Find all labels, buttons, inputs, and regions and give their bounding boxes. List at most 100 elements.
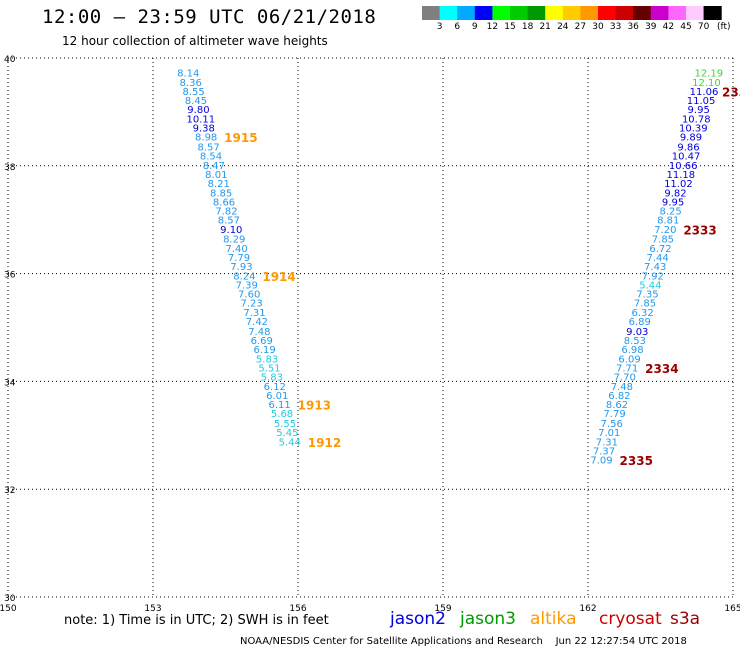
wave-height-label: 7.40	[225, 244, 247, 255]
wave-height-label: 8.24	[233, 271, 255, 282]
wave-height-label: 8.81	[657, 216, 679, 227]
colorbar-label: 12	[486, 22, 499, 32]
time-label: 1913	[298, 399, 331, 413]
time-label: 233	[722, 85, 740, 99]
colorbar-swatch	[562, 6, 581, 20]
wave-height-label: 7.39	[236, 280, 258, 291]
colorbar-swatch	[457, 6, 476, 20]
colorbar-label: 33	[609, 22, 622, 32]
wave-height-label: 6.72	[649, 244, 671, 255]
wave-height-label: 10.66	[669, 161, 698, 172]
colorbar-label: 45	[680, 22, 692, 32]
wave-height-label: 6.09	[618, 354, 640, 365]
colorbar-swatch	[545, 6, 564, 20]
time-label: 2333	[683, 223, 716, 237]
wave-height-label: 7.01	[598, 428, 620, 439]
wave-height-label: 7.48	[611, 382, 633, 393]
colorbar-swatch	[633, 6, 652, 20]
footer-credit: NOAA/NESDIS Center for Satellite Applica…	[240, 636, 687, 647]
wave-height-label: 7.85	[634, 299, 656, 310]
wave-height-label: 7.44	[646, 253, 668, 264]
wave-height-label: 5.44	[639, 280, 661, 291]
wave-height-label: 10.39	[679, 124, 708, 135]
wave-height-label: 5.45	[276, 428, 298, 439]
colorbar-swatch	[492, 6, 511, 20]
colorbar-swatch	[686, 6, 705, 20]
wave-height-label: 9.89	[680, 133, 702, 144]
wave-height-label: 8.25	[660, 207, 682, 218]
colorbar-label: 30	[592, 22, 604, 32]
colorbar-swatch	[527, 6, 546, 20]
wave-height-label: 7.48	[248, 327, 270, 338]
wave-height-label: 6.11	[269, 400, 291, 411]
wave-height-label: 9.82	[664, 188, 686, 199]
wave-height-label: 8.14	[177, 69, 199, 80]
colorbar-label: 36	[627, 22, 639, 32]
wave-height-label: 8.36	[180, 78, 202, 89]
colorbar-swatch	[650, 6, 669, 20]
wave-height-label: 7.82	[215, 207, 237, 218]
wave-height-label: 8.55	[182, 87, 204, 98]
wave-height-label: 5.44	[279, 437, 301, 448]
wave-height-label: 11.05	[687, 96, 716, 107]
x-tick-label: 150	[0, 604, 17, 614]
wave-height-label: 7.31	[596, 437, 618, 448]
wave-height-label: 10.11	[187, 114, 216, 125]
wave-height-label: 5.55	[274, 419, 296, 430]
wave-height-label: 5.51	[258, 363, 280, 374]
wave-height-label: 8.57	[218, 216, 240, 227]
wave-height-label: 8.53	[624, 336, 646, 347]
wave-height-label: 12.19	[695, 69, 724, 80]
x-tick-label: 156	[289, 604, 306, 614]
x-tick-label: 159	[434, 604, 451, 614]
wave-height-label: 8.85	[210, 188, 232, 199]
wave-height-label: 7.56	[601, 419, 623, 430]
x-tick-label: 153	[144, 604, 161, 614]
wave-height-label: 8.45	[185, 96, 207, 107]
wave-height-label: 8.47	[203, 161, 225, 172]
wave-height-label: 9.03	[626, 327, 648, 338]
mission-jason2: jason2	[390, 609, 446, 629]
wave-height-label: 7.93	[230, 262, 252, 273]
colorbar-swatch	[703, 6, 722, 20]
track-s3a: 12.1912.1011.0611.059.9510.7810.399.899.…	[590, 69, 740, 469]
wave-height-label: 8.57	[197, 142, 219, 153]
wave-height-label: 6.89	[629, 317, 651, 328]
wave-height-label: 11.18	[666, 170, 695, 181]
note-text: note: 1) Time is in UTC; 2) SWH is in fe…	[64, 613, 329, 628]
wave-height-label: 11.06	[690, 87, 719, 98]
wave-height-label: 7.92	[642, 271, 664, 282]
wave-height-label: 7.70	[614, 373, 636, 384]
wave-height-label: 6.98	[621, 345, 643, 356]
wave-height-label: 7.31	[243, 308, 265, 319]
x-tick-label: 162	[579, 604, 596, 614]
wave-height-label: 11.02	[664, 179, 693, 190]
wave-height-label: 5.83	[256, 354, 278, 365]
wave-height-label: 8.29	[223, 235, 245, 246]
colorbar-swatch	[615, 6, 634, 20]
wave-height-label: 6.82	[608, 391, 630, 402]
wave-height-label: 7.23	[240, 299, 262, 310]
mission-jason3: jason3	[460, 609, 516, 629]
wave-height-label: 7.79	[603, 409, 625, 420]
wave-height-label: 7.35	[636, 290, 658, 301]
colorbar-label: 70	[697, 22, 710, 32]
colorbar-label: 27	[574, 22, 587, 32]
wave-height-label: 6.69	[251, 336, 273, 347]
colorbar-unit: (ft)	[717, 22, 731, 32]
wave-height-label: 7.37	[593, 446, 615, 457]
mission-altika: altika	[530, 609, 577, 629]
wave-height-label: 9.95	[662, 197, 684, 208]
colorbar-swatch	[580, 6, 599, 20]
colorbar-label: 6	[454, 22, 461, 32]
wave-height-label: 7.20	[654, 225, 676, 236]
colorbar-swatch	[439, 6, 458, 20]
colorbar-label: 15	[504, 22, 516, 32]
wave-height-label: 9.95	[688, 105, 710, 116]
colorbar-label: 21	[539, 22, 551, 32]
wave-height-label: 6.01	[266, 391, 288, 402]
wave-height-label: 7.43	[644, 262, 666, 273]
wave-height-label: 6.12	[264, 382, 286, 393]
